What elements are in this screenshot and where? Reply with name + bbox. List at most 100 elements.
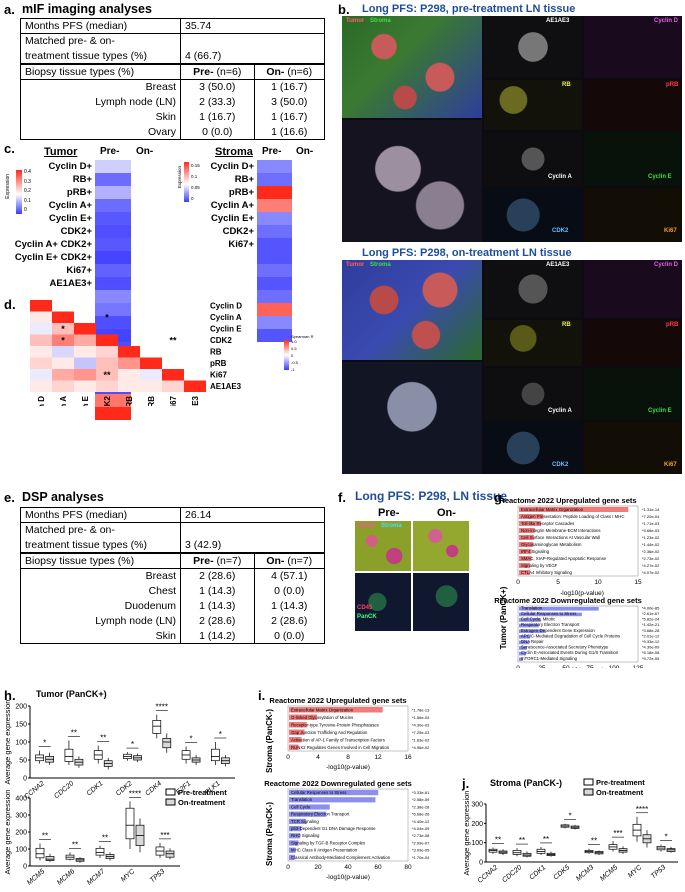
enrichment-bar (289, 847, 296, 853)
significance-star: ** (519, 836, 525, 845)
cell: Breast (20, 79, 181, 95)
cell: treatment tissue types (%) (20, 537, 181, 553)
axis-tick: 0 (23, 776, 27, 783)
correlation-row-label: CDK2 (210, 336, 232, 345)
heatmap-cell (257, 160, 292, 173)
label-panck: PanCK (357, 614, 377, 620)
enrichment-bar (519, 514, 544, 519)
significance-star: **** (156, 703, 168, 712)
axis-tick: 4 (316, 754, 320, 761)
cell: Months PFS (median) (20, 507, 181, 523)
enrichment-term: Cell Surface Interactions At Vascular Wa… (521, 535, 600, 540)
significance-star: ** (100, 734, 106, 743)
composite-image (342, 260, 482, 360)
significance-star: ** (102, 834, 108, 843)
enrichment-term: TCR Signaling (291, 819, 319, 824)
tumor-col-pre: Pre- (100, 146, 120, 157)
enrichment-pvalue: *2.36e-02 (642, 549, 660, 554)
enrichment-bar (519, 521, 542, 526)
axis-tick: 0 (286, 754, 290, 761)
correlation-cell (140, 357, 162, 369)
enrichment-bar (519, 528, 535, 533)
enrichment-term: O-linked Glycosylation of Mucins (291, 715, 353, 720)
axis-label: Stroma (PanCK-) (265, 802, 274, 866)
panel-f-title: Long PFS: P298, LN tissue (355, 489, 508, 503)
plot-frame (517, 505, 639, 577)
enrichment-pvalue: *2.73e-02 (642, 556, 660, 561)
cell: Duodenum (20, 598, 181, 614)
correlation-legend-tick: -1 (291, 367, 295, 372)
axis-tick: 100 (15, 847, 27, 854)
enrichment-pvalue: *4.30e-09 (642, 645, 660, 650)
enrichment-bar (519, 623, 539, 628)
axis-tick: 300 (15, 813, 27, 820)
significance-star: ** (71, 729, 77, 738)
prb-image (584, 320, 682, 366)
correlation-cell (162, 380, 184, 392)
heatmap-cell (95, 316, 131, 329)
enrichment-bar (289, 707, 383, 713)
axis-tick: 5 (556, 579, 560, 586)
enrichment-term: IRF4 Signaling (521, 549, 550, 554)
cyclina-image (484, 132, 582, 186)
heatmap-cell (95, 212, 131, 225)
cell: 1 (16.6) (253, 124, 326, 140)
gene-label: MCM5 (599, 864, 619, 883)
axis-tick: 0 (23, 864, 27, 871)
correlation-cell (96, 334, 118, 346)
cell: 1 (14.3) (180, 598, 255, 614)
enrichment-term: Activation of AP-1 Family of Transcripti… (291, 737, 385, 742)
significance-star: ** (72, 840, 78, 849)
correlation-col-label: CDK2 (103, 395, 112, 406)
correlation-legend-tick: 0.5 (291, 346, 297, 351)
correlation-legend-tick: 0 (291, 353, 294, 358)
significance-star: * (664, 833, 667, 842)
significance-star: **** (636, 805, 648, 814)
significance-star: *** (613, 829, 622, 838)
enrichment-pvalue: *9.66e-03 (642, 528, 660, 533)
plot-frame (287, 705, 409, 752)
legend-label: On-treatment (178, 798, 226, 807)
heatmap-row-label: Cyclin D+ (210, 161, 254, 172)
enrichment-bar (519, 651, 526, 656)
correlation-cell (96, 357, 118, 369)
heatmap-cell (95, 225, 131, 238)
on-fluor-image (413, 573, 469, 631)
axis-tick: 200 (15, 830, 27, 837)
label-rb: RB (562, 322, 571, 328)
gene-label: MCM7 (86, 867, 107, 886)
axis-tick: 12 (374, 754, 382, 761)
correlation-cell (118, 357, 140, 369)
composite-image (342, 16, 482, 118)
box (64, 748, 74, 762)
enrichment-pvalue: *1.70e-04 (412, 855, 430, 860)
correlation-col-label: RB (125, 396, 134, 406)
cell: 2 (28.6) (253, 613, 326, 629)
panel-g-letter: g. (494, 490, 506, 505)
gene-label: CDK5 (552, 864, 571, 881)
merged-image (342, 362, 482, 474)
enrichment-bar (519, 612, 582, 617)
axis-tick: 300 (471, 802, 483, 809)
heatmap-cell (95, 394, 131, 407)
cell: 0 (0.0) (253, 583, 326, 599)
correlation-cell (30, 300, 52, 312)
panel-f-col-on: On- (437, 507, 456, 519)
enrichment-bar (519, 549, 532, 554)
enrichment-term: Respiratory Electron Transport (521, 622, 580, 627)
significance-star: * (61, 336, 65, 346)
label-cycline: Cyclin E (648, 408, 672, 414)
cell: 1 (14.3) (180, 583, 255, 599)
heatmap-row-label: Cyclin E+ (210, 213, 254, 224)
heatmap-row-label: Cyclin A+ (210, 200, 254, 211)
panel-b-letter: b. (338, 2, 350, 17)
legend-swatch (165, 788, 176, 796)
enrichment-bar (519, 618, 541, 622)
axis-tick: 125 (633, 665, 644, 668)
cell: Skin (20, 109, 181, 125)
correlation-cell (74, 346, 96, 358)
cell: treatment tissue types (%) (20, 48, 181, 64)
correlation-row-label: AE1AE3 (210, 382, 242, 391)
cell: 1 (16.7) (253, 109, 326, 125)
correlation-col-label: Ki67 (169, 395, 178, 406)
